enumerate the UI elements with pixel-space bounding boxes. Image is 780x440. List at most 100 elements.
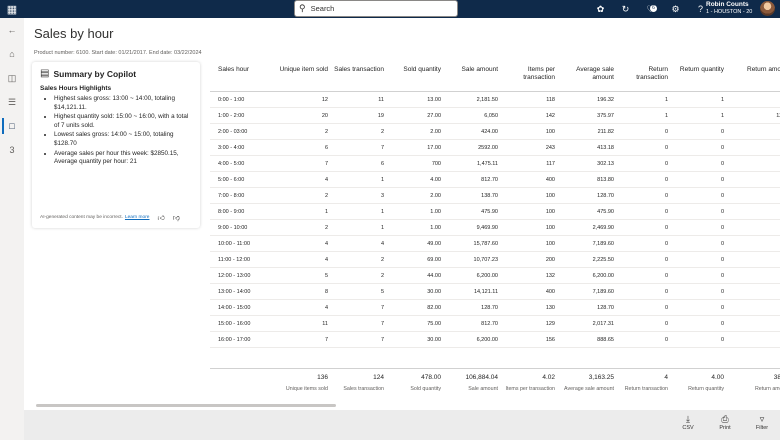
col-return-quantity-total: 4.00 — [711, 374, 724, 381]
col-average-sale-amount-cell: 375.97 — [597, 113, 614, 119]
col-items-per-transaction-cell: 117 — [546, 161, 555, 167]
page-title: Sales by hour — [34, 26, 114, 41]
table-row[interactable]: 11:00 - 12:00 4 2 69.00 10,707.23 200 2,225.50… — [210, 252, 780, 268]
col-sales-hour-cell: 9:00 - 10:00 — [218, 225, 248, 231]
col-average-sale-amount-cell: 413.18 — [597, 145, 614, 151]
col-return-amount-total: 385.0 — [773, 374, 780, 381]
filter-icon: ▿ — [759, 414, 765, 424]
table-row[interactable]: 16:00 - 17:00 7 7 30.00 6,200.00 156 888.65 0 0 — [210, 332, 780, 348]
col-items-per-transaction-cell: 100 — [545, 241, 555, 247]
filter-button[interactable]: ▿ Filter — [750, 413, 774, 431]
col-sold-quantity-cell: 69.00 — [427, 257, 441, 263]
col-return-transaction-header[interactable]: Return transaction — [636, 66, 668, 81]
col-unique-item-sold-cell: 20 — [321, 113, 328, 119]
col-return-quantity-header[interactable]: Return quantity — [679, 66, 724, 73]
main-content: Sales by hour Product number: 6100. Star… — [24, 18, 780, 410]
col-return-quantity-cell: 0 — [720, 305, 724, 311]
csv-button[interactable]: ⤓ CSV — [676, 413, 700, 431]
col-return-transaction-total: 4 — [664, 374, 668, 381]
table-row[interactable]: 5:00 - 6:00 4 1 4.00 812.70 400 813.80 0 0 — [210, 172, 780, 188]
col-sold-quantity-total-label: Sold quantity — [410, 386, 441, 392]
table-row[interactable]: 4:00 - 5:00 7 6 700 1,475.11 117 302.13 0 0 — [210, 156, 780, 172]
col-sales-transaction-cell: 11 — [378, 97, 384, 103]
rail-number[interactable]: 3 — [9, 145, 15, 155]
bell-icon[interactable]: ♡6 — [638, 4, 663, 15]
col-sale-amount-cell: 9,469.90 — [476, 225, 498, 231]
col-sold-quantity-cell: 30.00 — [427, 337, 441, 343]
col-return-amount-cell — [730, 268, 780, 284]
thumbs-up-icon[interactable]: 👍︎ — [157, 215, 165, 222]
print-button[interactable]: ⎙ Print — [713, 413, 737, 431]
col-sold-quantity-header[interactable]: Sold quantity — [403, 66, 441, 73]
col-unique-item-sold-cell: 2 — [324, 193, 328, 199]
learn-more-link[interactable]: Learn more — [124, 215, 150, 220]
table-row[interactable]: 1:00 - 2:00 20 19 27.00 6,050 142 375.97 1 1 122.… — [210, 108, 780, 124]
col-return-transaction-total-label: Return transaction — [624, 386, 668, 392]
col-items-per-transaction-total-label: Items per transaction — [505, 386, 555, 392]
col-return-amount-total-label: Return amount — [754, 386, 780, 392]
col-return-amount-cell — [730, 204, 780, 220]
avatar[interactable] — [760, 1, 775, 16]
printer-icon: ⎙ — [721, 414, 729, 424]
col-return-amount-cell — [730, 252, 780, 268]
col-items-per-transaction-cell: 400 — [545, 177, 555, 183]
copilot-summary-icon: ▤ — [40, 68, 50, 79]
horizontal-scrollbar[interactable] — [36, 404, 336, 407]
col-unique-item-sold-header[interactable]: Unique item sold — [279, 66, 328, 73]
table-row[interactable]: 8:00 - 9:00 1 1 1.00 475.90 100 475.90 0 0 — [210, 204, 780, 220]
col-items-per-transaction-cell: 243 — [545, 145, 555, 151]
col-return-quantity-cell: 0 — [720, 177, 724, 183]
col-return-transaction-cell: 0 — [664, 177, 668, 183]
col-unique-item-sold-total: 136 — [317, 374, 328, 381]
table-row[interactable]: 13:00 - 14:00 8 5 30.00 14,121.11 400 7,189.60… — [210, 284, 780, 300]
refresh-icon[interactable]: ↻ — [621, 3, 630, 14]
app-launcher-icon[interactable]: ▦ — [6, 3, 18, 16]
copilot-icon[interactable]: ✿ — [596, 3, 605, 14]
table-row[interactable]: 3:00 - 4:00 6 7 17.00 2592.00 243 413.18 0 0 — [210, 140, 780, 156]
products-icon[interactable]: ◫ — [7, 72, 17, 83]
col-sold-quantity-total: 478.00 — [421, 374, 441, 381]
col-sales-transaction-cell: 7 — [380, 145, 384, 151]
col-return-quantity-cell: 0 — [720, 273, 724, 279]
search-input[interactable]: Search — [310, 4, 335, 13]
table-row[interactable]: 0:00 - 1:00121113.002,181.50118196.32111… — [210, 92, 780, 108]
col-sale-amount-cell: 2,181.50 — [476, 97, 498, 103]
table-row[interactable]: 9:00 - 10:00 2 1 1.00 9,469.90 100 2,469.90 0 0 — [210, 220, 780, 236]
col-return-amount-header[interactable]: Return amount — [747, 66, 780, 73]
back-arrow-icon[interactable]: ← — [7, 25, 17, 35]
gear-icon[interactable]: ⚙ — [671, 3, 680, 14]
col-sales-transaction-header[interactable]: Sales transaction — [334, 66, 384, 73]
col-unique-item-sold-cell: 12 — [321, 97, 328, 103]
copilot-title: Summary by Copilot — [53, 68, 137, 79]
col-sales-transaction-cell: 7 — [380, 321, 384, 327]
help-icon[interactable]: ? — [697, 4, 703, 14]
col-return-transaction-cell: 0 — [664, 241, 668, 247]
filter-label: Filter — [755, 425, 769, 431]
col-sales-hour-header[interactable]: Sales hour — [218, 66, 250, 73]
col-average-sale-amount-cell: 2,225.50 — [592, 257, 614, 263]
table-row[interactable]: 12:00 - 13:00 5 2 44.00 6,200.00 132 6,200.00 0… — [210, 268, 780, 284]
search-box[interactable]: ⚲ Search — [294, 0, 458, 17]
table-row[interactable]: 15:00 - 16:00 11 7 75.00 812.70 129 2,017.31 0 0 — [210, 316, 780, 332]
col-average-sale-amount-cell: 475.90 — [597, 209, 614, 215]
clipboard-icon[interactable]: □ — [0, 114, 24, 138]
table-row[interactable]: 10:00 - 11:00 4 4 49.00 15,787.60 100 7,189.60… — [210, 236, 780, 252]
col-return-quantity-cell: 0 — [720, 193, 724, 199]
table-row[interactable]: 7:00 - 8:00 2 3 2.00 138.70 100 128.70 0 0 — [210, 188, 780, 204]
table-row[interactable]: 2:00 - 03:00 2 2 2.00 424.00 100 211.82 0 0 — [210, 124, 780, 140]
thumbs-down-icon[interactable]: 👎︎ — [172, 215, 180, 222]
col-sale-amount-cell: 6,050 — [484, 113, 498, 119]
col-items-per-transaction-header[interactable]: Items per transaction — [523, 66, 555, 81]
col-return-quantity-cell: 0 — [720, 257, 724, 263]
home-icon[interactable]: ⌂ — [9, 49, 15, 59]
col-items-per-transaction-cell: 100 — [545, 129, 555, 135]
col-sale-amount-header[interactable]: Sale amount — [461, 66, 499, 73]
user-info[interactable]: Robin Counts 1 - HOUSTON - 20 — [706, 1, 752, 16]
table-row[interactable]: 14:00 - 15:00 4 7 82.00 128.70 130 128.70 0 0 — [210, 300, 780, 316]
col-unique-item-sold-cell: 11 — [322, 321, 328, 327]
notification-badge: 6 — [650, 4, 657, 12]
list-icon[interactable]: ☰ — [7, 96, 17, 107]
col-return-quantity-cell: 0 — [720, 161, 724, 167]
col-average-sale-amount-header[interactable]: Average sale amount — [576, 66, 614, 81]
col-sold-quantity-cell: 4.00 — [430, 177, 441, 183]
